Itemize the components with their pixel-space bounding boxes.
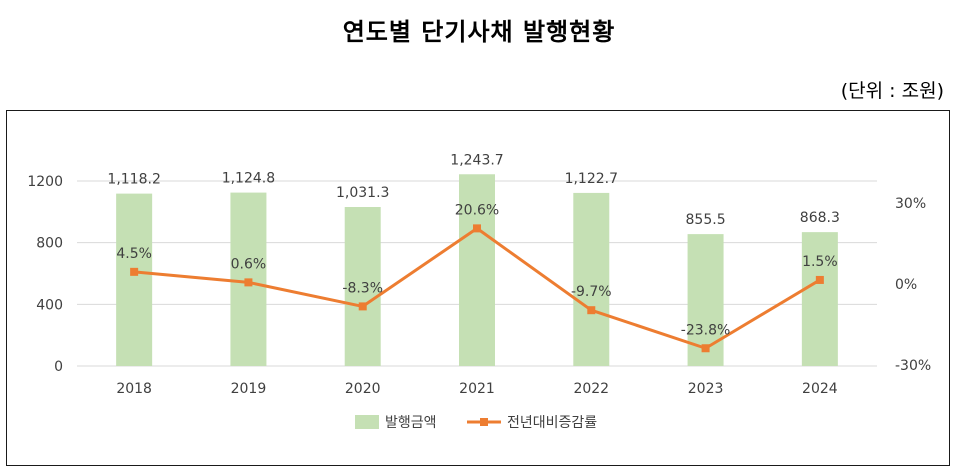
line-data-label: 20.6% — [455, 202, 499, 218]
bar-data-label: 1,122.7 — [565, 171, 618, 187]
bar-data-label: 1,031.3 — [336, 185, 389, 201]
unit-label: (단위 : 조원) — [840, 80, 944, 102]
x-tick-label: 2019 — [231, 381, 267, 397]
bar-data-label: 1,124.8 — [222, 171, 275, 187]
x-tick-label: 2018 — [116, 381, 152, 397]
line-point — [701, 344, 710, 353]
bar — [573, 192, 610, 366]
legend-line-marker — [480, 418, 488, 426]
y-right-tick-label: -30% — [895, 358, 931, 374]
x-tick-label: 2023 — [688, 381, 724, 397]
line-data-label: 4.5% — [116, 246, 152, 262]
line-point — [358, 302, 367, 311]
line-data-label: 1.5% — [802, 254, 838, 270]
line-data-label: 0.6% — [231, 256, 267, 272]
line-data-label: -23.8% — [681, 322, 731, 338]
line-point — [587, 306, 596, 315]
line-point — [244, 278, 253, 287]
x-tick-label: 2022 — [573, 381, 609, 397]
y-left-tick-label: 400 — [36, 297, 63, 313]
bar-data-label: 855.5 — [686, 212, 726, 228]
bar — [344, 207, 381, 366]
y-right-tick-label: 0% — [895, 277, 917, 293]
bar — [116, 193, 153, 366]
line-data-label: -9.7% — [571, 284, 612, 300]
y-right-tick-label: 30% — [895, 196, 926, 212]
x-tick-label: 2020 — [345, 381, 381, 397]
chart-title: 연도별 단기사채 발행현황 — [342, 18, 616, 46]
y-left-tick-label: 800 — [36, 236, 63, 252]
bar-data-label: 868.3 — [800, 210, 840, 226]
legend-line-label: 전년대비증감률 — [507, 415, 597, 431]
chart-svg: 0 400 800 1200 -30% 0% 30% 1,118.2 1,124.8 1,031.… — [27, 152, 931, 431]
bar-data-label: 1,118.2 — [107, 172, 160, 188]
chart-area: 0 400 800 1200 -30% 0% 30% 1,118.2 1,124.8 1,031.… — [6, 110, 950, 466]
x-tick-label: 2021 — [459, 381, 495, 397]
y-left-tick-label: 0 — [54, 359, 63, 375]
legend-bar-swatch — [355, 415, 379, 429]
legend-bar-label: 발행금액 — [385, 415, 437, 431]
x-tick-label: 2024 — [802, 381, 838, 397]
bar-data-label: 1,243.7 — [450, 152, 503, 168]
y-left-tick-label: 1200 — [27, 174, 63, 190]
bar — [801, 232, 838, 366]
line-data-label: -8.3% — [342, 280, 383, 296]
bar — [459, 174, 495, 366]
line-point — [815, 275, 824, 284]
line-point — [473, 224, 481, 233]
line-point — [130, 267, 139, 276]
